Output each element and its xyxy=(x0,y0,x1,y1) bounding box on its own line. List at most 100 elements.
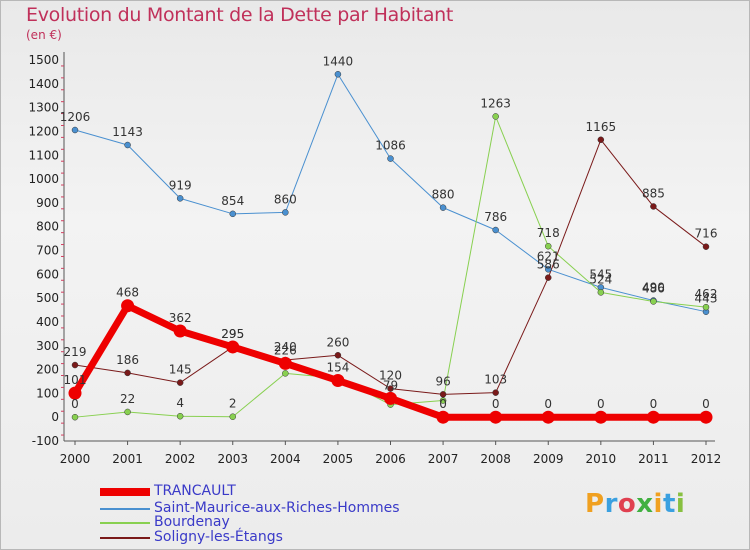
data-label: 885 xyxy=(642,186,665,200)
data-point xyxy=(68,386,82,400)
data-point xyxy=(597,136,605,144)
data-point xyxy=(597,289,605,296)
data-point xyxy=(124,369,131,377)
y-tick-label: 200 xyxy=(36,363,59,377)
data-label: 0 xyxy=(71,397,79,411)
data-label: 0 xyxy=(702,397,710,411)
data-label: 295 xyxy=(221,327,244,341)
data-label: 854 xyxy=(221,194,244,208)
logo-letter: t xyxy=(662,489,676,519)
data-label: 22 xyxy=(120,392,135,406)
data-label: 226 xyxy=(274,343,297,357)
y-tick-label: 300 xyxy=(36,339,59,353)
data-label: 1165 xyxy=(586,120,617,134)
x-tick-label: 2007 xyxy=(428,452,459,466)
x-tick-label: 2012 xyxy=(691,452,722,466)
legend-item-label: Saint-Maurice-aux-Riches-Hommes xyxy=(154,500,400,516)
data-label: 240 xyxy=(274,340,297,354)
data-point xyxy=(702,303,710,311)
data-label: 186 xyxy=(116,353,139,367)
data-label: 0 xyxy=(597,397,605,411)
data-label: 2 xyxy=(229,397,237,411)
data-point xyxy=(699,410,713,424)
data-label: 860 xyxy=(274,192,297,206)
logo-letter: r xyxy=(604,489,618,519)
data-point xyxy=(176,412,184,420)
legend-item-label: Soligny-les-Étangs xyxy=(154,529,283,545)
logo-letter: o xyxy=(617,489,637,519)
data-label: 295 xyxy=(221,327,244,341)
data-label: 362 xyxy=(169,311,192,325)
x-tick-label: 2005 xyxy=(323,452,354,466)
data-point xyxy=(282,209,289,216)
logo-letter: x xyxy=(636,489,654,519)
y-tick-label: 100 xyxy=(36,386,59,400)
data-point xyxy=(71,413,79,421)
legend-item-label: Bourdenay xyxy=(154,514,230,530)
data-label: 524 xyxy=(589,272,612,286)
data-label: 154 xyxy=(326,361,349,375)
axes xyxy=(61,52,715,445)
data-label: 120 xyxy=(379,369,402,383)
data-label: 468 xyxy=(116,286,139,300)
data-label: 145 xyxy=(169,363,192,377)
data-label: 490 xyxy=(642,281,665,295)
data-point xyxy=(176,379,184,386)
data-label: 260 xyxy=(326,335,349,349)
data-label: 586 xyxy=(537,258,560,272)
data-point xyxy=(545,242,552,250)
data-label: 716 xyxy=(695,227,718,241)
data-point xyxy=(439,391,447,398)
data-label: 101 xyxy=(64,373,87,387)
x-tick-label: 2000 xyxy=(60,452,91,466)
data-point xyxy=(229,210,236,218)
data-point xyxy=(334,71,342,78)
y-tick-label: 1400 xyxy=(28,77,59,91)
data-point xyxy=(436,410,450,424)
data-label: 545 xyxy=(589,267,612,281)
y-tick-label: 1200 xyxy=(28,124,59,138)
y-tick-label: 800 xyxy=(36,220,59,234)
data-point xyxy=(492,389,499,396)
data-label: 1143 xyxy=(112,125,143,139)
data-point xyxy=(545,266,552,273)
data-point xyxy=(492,113,499,120)
x-tick-label: 2004 xyxy=(270,452,301,466)
y-tick-label: 1500 xyxy=(28,53,59,67)
y-tick-label: 900 xyxy=(36,196,59,210)
data-point xyxy=(331,374,345,388)
data-point xyxy=(121,299,135,313)
legend-swatches xyxy=(100,488,150,539)
data-label: 79 xyxy=(383,378,398,392)
y-tick-label: 1000 xyxy=(28,172,59,186)
x-tick-label: 2001 xyxy=(112,452,143,466)
data-point xyxy=(282,370,289,377)
data-point xyxy=(229,413,236,420)
data-point xyxy=(384,391,397,405)
data-label: 0 xyxy=(650,397,658,411)
y-tick-label: 1300 xyxy=(28,101,59,115)
x-tick-label: 2009 xyxy=(533,452,564,466)
data-labels: 1206 1143 919 854 860 1440 1086 880 786 621 545 490… xyxy=(60,54,718,411)
data-label: 443 xyxy=(695,292,718,306)
x-tick-label: 2008 xyxy=(480,452,511,466)
data-label: 919 xyxy=(169,178,192,192)
data-point xyxy=(71,126,79,134)
proxiti-logo: Proxiti xyxy=(585,489,685,519)
x-tick-label: 2003 xyxy=(217,452,248,466)
y-tick-label: 0 xyxy=(51,410,59,424)
data-label: 1263 xyxy=(480,96,511,110)
data-label: 96 xyxy=(435,374,450,388)
data-label: 0 xyxy=(492,397,500,411)
data-label: 786 xyxy=(484,210,507,224)
data-point xyxy=(489,410,503,424)
x-tick-label: 2002 xyxy=(165,452,196,466)
data-point xyxy=(439,204,447,211)
data-point xyxy=(387,155,394,162)
x-tick-label: 2006 xyxy=(375,452,406,466)
data-point xyxy=(278,356,292,370)
data-point xyxy=(594,410,608,424)
logo-letter: i xyxy=(675,489,686,519)
data-label: 462 xyxy=(695,287,718,301)
x-tick-label: 2010 xyxy=(586,452,617,466)
